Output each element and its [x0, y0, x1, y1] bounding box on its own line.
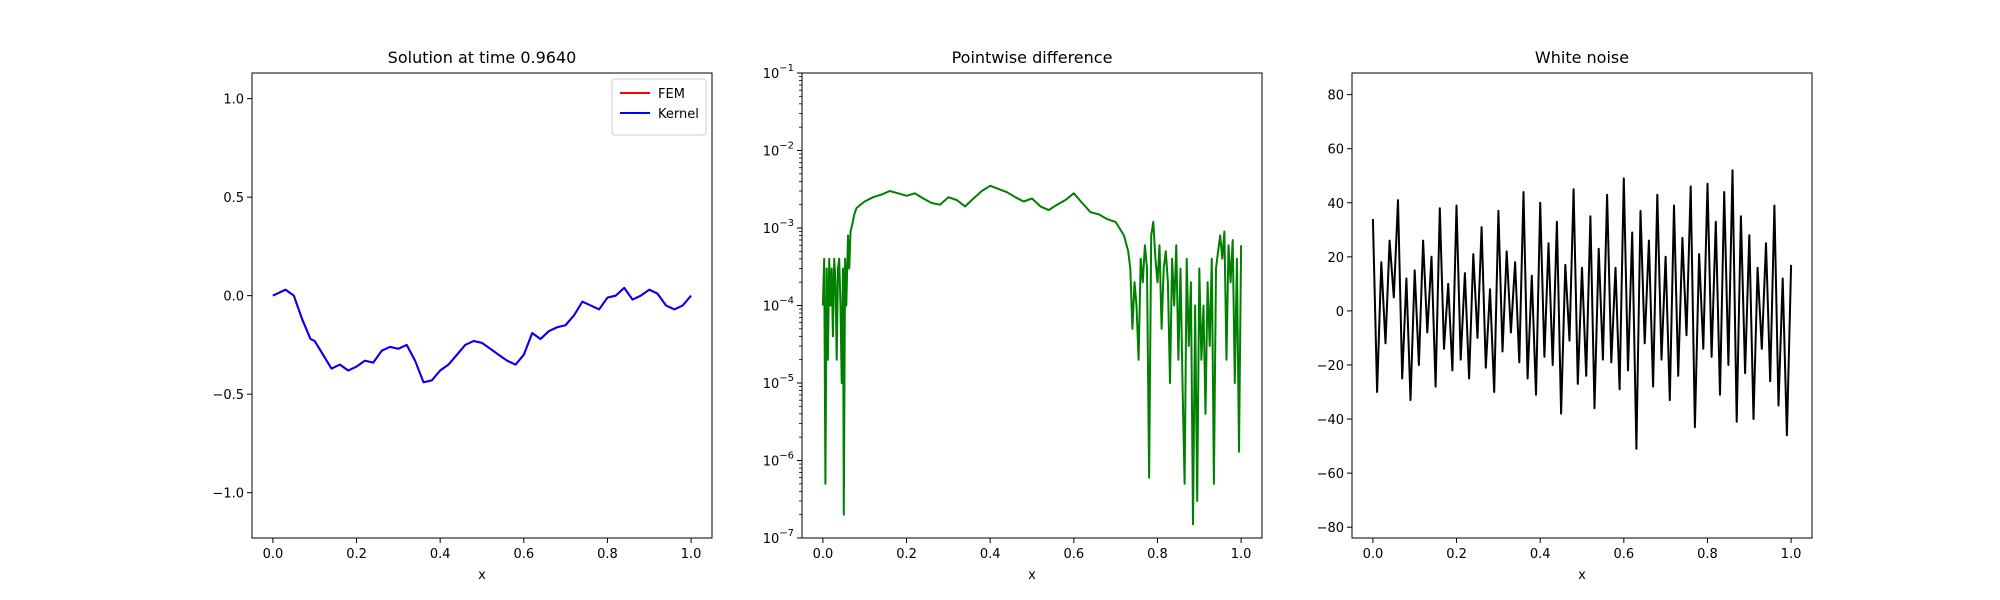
y-tick-label: −80	[1317, 521, 1344, 536]
x-tick-label: 1.0	[1231, 547, 1252, 562]
x-tick-label: 0.4	[1530, 547, 1551, 562]
chart-panel-1: Solution at time 0.9640 0.0 0.2 0.4 0.6 0.8 1.…	[212, 48, 713, 583]
y-tick-label: 0	[1336, 305, 1344, 320]
chart-title: Solution at time 0.9640	[388, 48, 577, 67]
y-tick-label: −1.0	[212, 487, 244, 502]
series-line-kernel	[272, 286, 692, 384]
x-axis-label: x	[1028, 568, 1036, 583]
y-tick-exponent: −3	[779, 218, 794, 229]
y-tick-base: 10	[763, 67, 780, 82]
x-tick-label: 0.2	[346, 547, 367, 562]
y-tick-label: 40	[1327, 197, 1344, 212]
legend-label-kernel: Kernel	[658, 107, 699, 122]
plot-frame	[801, 72, 1263, 539]
y-tick-base: 10	[763, 532, 780, 547]
x-tick-label: 0.4	[980, 547, 1001, 562]
y-tick-exponent: −6	[779, 451, 794, 462]
y-tick-base: 10	[763, 145, 780, 160]
x-tick-label: 0.6	[1613, 547, 1634, 562]
y-tick-label: 10−3	[763, 218, 794, 237]
y-tick-label: 60	[1327, 143, 1344, 158]
chart-title: White noise	[1535, 48, 1629, 67]
y-tick-label: −40	[1317, 413, 1344, 428]
y-tick-label: 0.0	[223, 290, 244, 305]
y-tick-label: −20	[1317, 359, 1344, 374]
x-tick-label: 0.0	[263, 547, 284, 562]
y-tick-label: 1.0	[223, 93, 244, 108]
x-tick-label: 0.8	[597, 547, 618, 562]
y-tick-label: 10−7	[763, 528, 794, 547]
x-tick-label: 0.8	[1147, 547, 1168, 562]
x-tick-label: 0.2	[896, 547, 917, 562]
y-tick-exponent: −2	[779, 141, 794, 152]
y-tick-base: 10	[763, 377, 780, 392]
chart-panel-2: Pointwise difference 0.0 0.2 0.4 0.6 0.8 1.0 10…	[763, 48, 1263, 583]
y-tick-exponent: −5	[779, 373, 794, 384]
y-tick-label: 0.5	[223, 191, 244, 206]
legend: FEM Kernel	[611, 78, 707, 136]
plot-frame	[1351, 72, 1813, 539]
y-tick-label: −60	[1317, 467, 1344, 482]
x-tick-label: 0.4	[430, 547, 451, 562]
y-tick-label: 80	[1327, 89, 1344, 104]
y-tick-exponent: −7	[779, 528, 794, 539]
chart-panel-3: White noise 0.0 0.2 0.4 0.6 0.8 1.0 −80 −60 −40 −2…	[1317, 48, 1813, 583]
x-axis-label: x	[478, 568, 486, 583]
series-line-fem	[272, 286, 692, 384]
y-tick-exponent: −4	[779, 296, 794, 307]
y-tick-label: 20	[1327, 251, 1344, 266]
y-tick-label: 10−5	[763, 373, 794, 392]
x-tick-label: 0.0	[813, 547, 834, 562]
x-tick-label: 0.0	[1363, 547, 1384, 562]
y-tick-label: 10−6	[763, 451, 794, 470]
y-tick-label: 10−4	[763, 296, 794, 315]
y-tick-label: 10−1	[763, 63, 794, 82]
y-tick-label: 10−2	[763, 141, 794, 160]
y-tick-base: 10	[763, 222, 780, 237]
y-tick-base: 10	[763, 455, 780, 470]
y-tick-exponent: −1	[779, 63, 794, 74]
series-line	[821, 184, 1243, 526]
y-tick-label: −0.5	[212, 388, 244, 403]
x-tick-label: 1.0	[1781, 547, 1802, 562]
y-tick-base: 10	[763, 300, 780, 315]
x-axis-label: x	[1578, 568, 1586, 583]
series-line	[1371, 169, 1793, 450]
legend-label-fem: FEM	[658, 87, 685, 102]
x-tick-label: 0.2	[1446, 547, 1467, 562]
x-tick-label: 0.6	[513, 547, 534, 562]
x-tick-label: 0.6	[1063, 547, 1084, 562]
plot-frame	[251, 72, 713, 539]
x-tick-label: 1.0	[681, 547, 702, 562]
x-tick-label: 0.8	[1697, 547, 1718, 562]
chart-title: Pointwise difference	[952, 48, 1113, 67]
